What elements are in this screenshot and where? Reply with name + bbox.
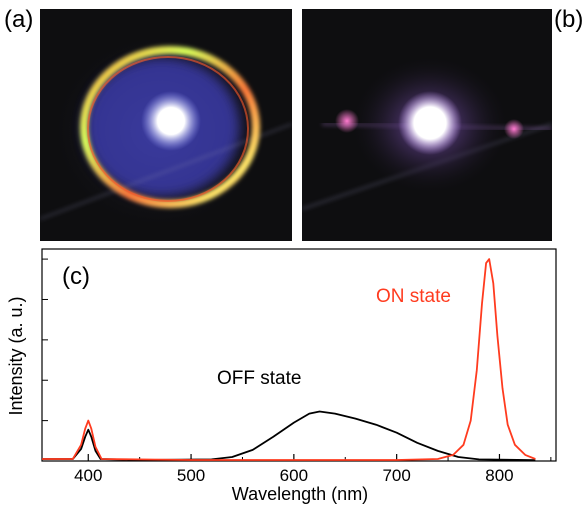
x-tick-label: 600 [280,466,308,485]
spectrum-chart: 400 500 600 700 800 (c) OFF state ON state W… [6,248,557,504]
x-axis-label: Wavelength (nm) [232,484,368,504]
x-tick-label: 400 [74,466,102,485]
ring-emission-image [40,9,292,241]
y-axis-label: Intensity (a. u.) [6,296,26,415]
photo-a [40,9,292,241]
x-tick-label: 500 [177,466,205,485]
on-state-curve [42,258,536,461]
panel-label-c: (c) [62,263,90,290]
off-state-label: OFF state [217,368,301,389]
plot-frame [41,248,557,462]
axis-ticks: 400 500 600 700 800 [42,258,552,485]
x-tick-label: 700 [382,466,410,485]
spot-emission-image [302,9,552,241]
off-state-curve [42,410,536,462]
x-tick-label: 800 [485,466,513,485]
panel-label-b: (b) [554,6,582,33]
on-state-label: ON state [376,286,451,307]
photo-b [302,9,552,241]
panel-label-a: (a) [4,6,34,33]
